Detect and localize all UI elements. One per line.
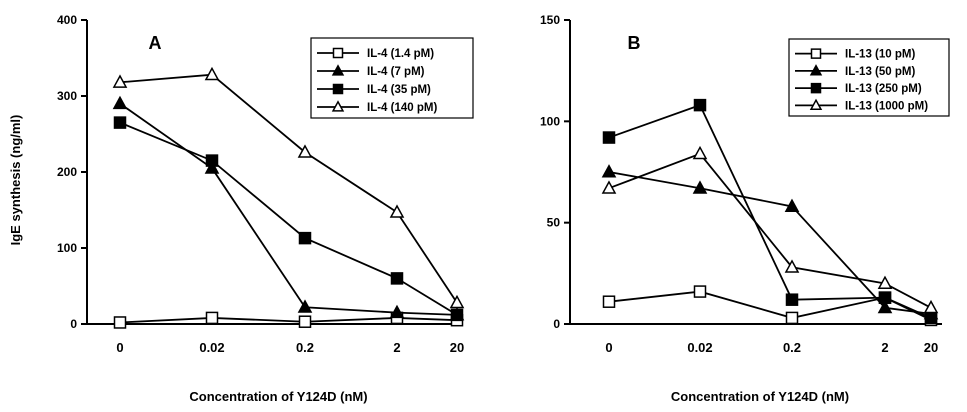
y-tick-label: 200: [57, 165, 77, 179]
legend-label: IL-4 (35 pM): [367, 84, 431, 96]
data-point-series-2: [784, 198, 800, 212]
data-point-series-4: [297, 144, 313, 158]
series-line-1: [119, 317, 458, 324]
legend-marker: [331, 100, 345, 112]
x-tick-label: 0.02: [687, 340, 712, 355]
x-tick-label: 20: [924, 340, 938, 355]
legend-label: IL-13 (10 pM): [845, 49, 915, 61]
y-tick-label: 150: [540, 13, 560, 27]
legend-label: IL-4 (1.4 pM): [367, 48, 434, 60]
x-tick-label: 20: [450, 340, 464, 355]
data-point-series-3: [450, 308, 464, 322]
x-tick-label: 0: [605, 340, 612, 355]
data-point-series-4: [449, 294, 465, 309]
data-point-series-3: [113, 116, 127, 129]
data-point-series-2: [877, 299, 893, 314]
data-point-series-1: [205, 311, 219, 325]
data-point-series-1: [785, 311, 799, 325]
legend-marker: [809, 64, 823, 76]
data-point-series-2: [692, 180, 708, 194]
data-point-series-3: [205, 154, 219, 167]
panel-label: B: [628, 33, 641, 53]
x-axis-title: Concentration of Y124D (nM): [671, 389, 849, 404]
data-point-series-1: [693, 285, 707, 298]
data-point-series-3: [878, 291, 892, 304]
data-point-series-1: [298, 315, 312, 328]
y-tick-label: 300: [57, 89, 77, 103]
y-axis-title: IgE synthesis (ng/ml): [8, 115, 23, 246]
y-tick-label: 100: [540, 114, 560, 128]
x-tick-label: 2: [393, 340, 400, 355]
data-point-series-4: [877, 275, 893, 289]
legend-label: IL-4 (7 pM): [367, 66, 425, 78]
legend-label: IL-13 (1000 pM): [845, 100, 928, 112]
data-point-series-2: [601, 164, 617, 178]
data-point-series-4: [204, 66, 220, 81]
data-point-series-1: [602, 295, 616, 308]
y-tick-label: 0: [553, 317, 560, 331]
data-point-series-1: [113, 316, 127, 329]
y-tick-label: 50: [547, 216, 561, 230]
y-tick-label: 400: [57, 13, 77, 27]
x-tick-label: 0.2: [296, 340, 314, 355]
legend: IL-4 (1.4 pM) IL-4 (7 pM) IL-4 (35 pM) IL-4…: [310, 37, 474, 119]
data-point-series-4: [389, 204, 405, 218]
legend-marker: [810, 82, 822, 94]
x-tick-label: 0: [116, 340, 123, 355]
x-tick-label: 0.02: [199, 340, 224, 355]
data-point-series-3: [390, 272, 404, 285]
data-point-series-2: [297, 299, 313, 313]
x-axis-title: Concentration of Y124D (nM): [189, 389, 367, 404]
legend-marker: [809, 98, 823, 111]
legend-marker: [332, 47, 344, 59]
data-point-series-2: [389, 304, 405, 319]
data-point-series-2: [112, 95, 128, 110]
data-point-series-3: [924, 311, 938, 325]
legend-label: IL-13 (250 pM): [845, 83, 922, 95]
legend-marker: [331, 64, 345, 76]
panel-a: 0 100 200 300 400 0 0.02 0.2 2 20 Concentration of…: [57, 13, 474, 404]
panel-label: A: [149, 33, 162, 53]
data-point-series-3: [693, 98, 707, 112]
y-tick-label: 0: [70, 317, 77, 331]
data-point-series-3: [785, 293, 799, 306]
y-tick-label: 100: [57, 241, 77, 255]
data-point-series-4: [601, 180, 617, 194]
legend: IL-13 (10 pM) IL-13 (50 pM) IL-13 (250 pM)…: [788, 38, 950, 117]
x-tick-label: 2: [881, 340, 888, 355]
legend-marker: [810, 48, 822, 59]
data-point-series-3: [602, 131, 616, 144]
data-point-series-2: [204, 160, 220, 174]
data-point-series-3: [298, 231, 312, 245]
legend-label: IL-4 (140 pM): [367, 102, 437, 114]
x-tick-label: 0.2: [783, 340, 801, 355]
legend-label: IL-13 (50 pM): [845, 66, 915, 78]
legend-marker: [332, 83, 344, 95]
data-point-series-4: [692, 145, 708, 160]
data-point-series-4: [112, 74, 128, 88]
panel-b: 0 50 100 150 0 0.02 0.2 2 20 Concentration of Y12…: [540, 13, 950, 404]
data-point-series-4: [784, 259, 800, 273]
data-point-series-4: [923, 299, 939, 314]
series-line-3: [119, 121, 458, 316]
